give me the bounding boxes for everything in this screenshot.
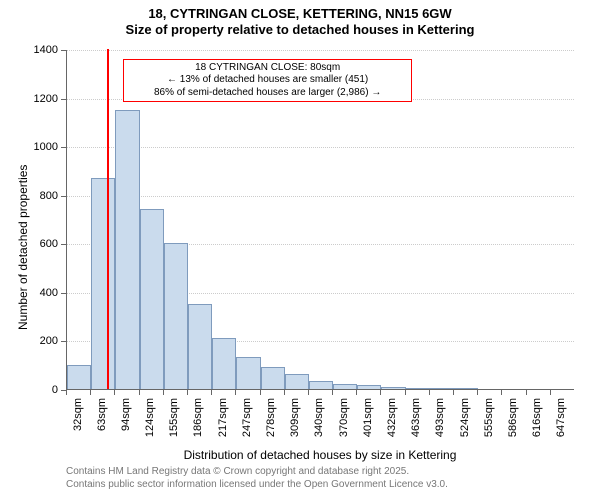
annotation-line-3: 86% of semi-detached houses are larger (…	[128, 87, 408, 100]
xtick-mark	[260, 390, 261, 395]
xtick-mark	[550, 390, 551, 395]
xtick-label: 247sqm	[241, 398, 253, 444]
histogram-bar	[115, 110, 139, 389]
xtick-mark	[187, 390, 188, 395]
histogram-bar	[212, 338, 236, 389]
chart-title: 18, CYTRINGAN CLOSE, KETTERING, NN15 6GW…	[0, 6, 600, 37]
x-axis-label: Distribution of detached houses by size …	[66, 448, 574, 462]
xtick-label: 278sqm	[265, 398, 277, 444]
xtick-label: 340sqm	[313, 398, 325, 444]
reference-line	[107, 49, 109, 389]
ytick-mark	[61, 341, 66, 342]
xtick-label: 32sqm	[72, 398, 84, 444]
histogram-bar	[454, 388, 478, 389]
xtick-mark	[526, 390, 527, 395]
xtick-mark	[501, 390, 502, 395]
ytick-label: 0	[0, 384, 58, 396]
y-axis-label: Number of detached properties	[16, 165, 30, 330]
ytick-label: 1200	[0, 93, 58, 105]
xtick-label: 63sqm	[96, 398, 108, 444]
ytick-mark	[61, 50, 66, 51]
xtick-mark	[90, 390, 91, 395]
xtick-mark	[453, 390, 454, 395]
histogram-bar	[188, 304, 212, 389]
xtick-label: 616sqm	[531, 398, 543, 444]
histogram-bar	[140, 209, 164, 389]
xtick-label: 309sqm	[289, 398, 301, 444]
gridline	[67, 196, 574, 197]
xtick-mark	[405, 390, 406, 395]
xtick-label: 186sqm	[192, 398, 204, 444]
histogram-bar	[91, 178, 115, 389]
xtick-mark	[308, 390, 309, 395]
annotation-line-1: 18 CYTRINGAN CLOSE: 80sqm	[128, 62, 408, 75]
ytick-mark	[61, 244, 66, 245]
ytick-mark	[61, 293, 66, 294]
ytick-mark	[61, 99, 66, 100]
xtick-label: 155sqm	[168, 398, 180, 444]
histogram-bar	[164, 243, 188, 389]
xtick-mark	[139, 390, 140, 395]
histogram-bar	[381, 387, 405, 389]
xtick-label: 401sqm	[362, 398, 374, 444]
annotation-box: 18 CYTRINGAN CLOSE: 80sqm ← 13% of detac…	[123, 59, 413, 103]
xtick-mark	[429, 390, 430, 395]
histogram-bar	[357, 385, 381, 389]
gridline	[67, 50, 574, 51]
xtick-label: 370sqm	[338, 398, 350, 444]
xtick-mark	[235, 390, 236, 395]
annotation-line-2: ← 13% of detached houses are smaller (45…	[128, 74, 408, 87]
xtick-mark	[284, 390, 285, 395]
title-line-1: 18, CYTRINGAN CLOSE, KETTERING, NN15 6GW	[0, 6, 600, 22]
xtick-mark	[211, 390, 212, 395]
ytick-label: 1000	[0, 141, 58, 153]
ytick-mark	[61, 196, 66, 197]
ytick-label: 1400	[0, 44, 58, 56]
xtick-label: 524sqm	[459, 398, 471, 444]
footer-line-1: Contains HM Land Registry data © Crown c…	[66, 466, 448, 479]
xtick-label: 647sqm	[555, 398, 567, 444]
xtick-mark	[380, 390, 381, 395]
xtick-label: 463sqm	[410, 398, 422, 444]
xtick-mark	[356, 390, 357, 395]
xtick-mark	[114, 390, 115, 395]
histogram-bar	[67, 365, 91, 389]
xtick-mark	[66, 390, 67, 395]
ytick-mark	[61, 147, 66, 148]
ytick-label: 200	[0, 335, 58, 347]
title-line-2: Size of property relative to detached ho…	[0, 22, 600, 38]
xtick-label: 124sqm	[144, 398, 156, 444]
xtick-label: 217sqm	[217, 398, 229, 444]
xtick-label: 94sqm	[120, 398, 132, 444]
xtick-label: 555sqm	[483, 398, 495, 444]
xtick-mark	[477, 390, 478, 395]
xtick-label: 493sqm	[434, 398, 446, 444]
gridline	[67, 147, 574, 148]
xtick-label: 586sqm	[507, 398, 519, 444]
histogram-bar	[285, 374, 309, 389]
footer: Contains HM Land Registry data © Crown c…	[66, 466, 448, 491]
histogram-bar	[333, 384, 357, 389]
histogram-bar	[309, 381, 333, 390]
footer-line-2: Contains public sector information licen…	[66, 479, 448, 492]
xtick-mark	[332, 390, 333, 395]
xtick-label: 432sqm	[386, 398, 398, 444]
histogram-bar	[261, 367, 285, 389]
plot-area: 18 CYTRINGAN CLOSE: 80sqm ← 13% of detac…	[66, 50, 574, 390]
histogram-bar	[236, 357, 260, 389]
xtick-mark	[163, 390, 164, 395]
histogram-bar	[430, 388, 454, 389]
histogram-bar	[406, 388, 430, 389]
